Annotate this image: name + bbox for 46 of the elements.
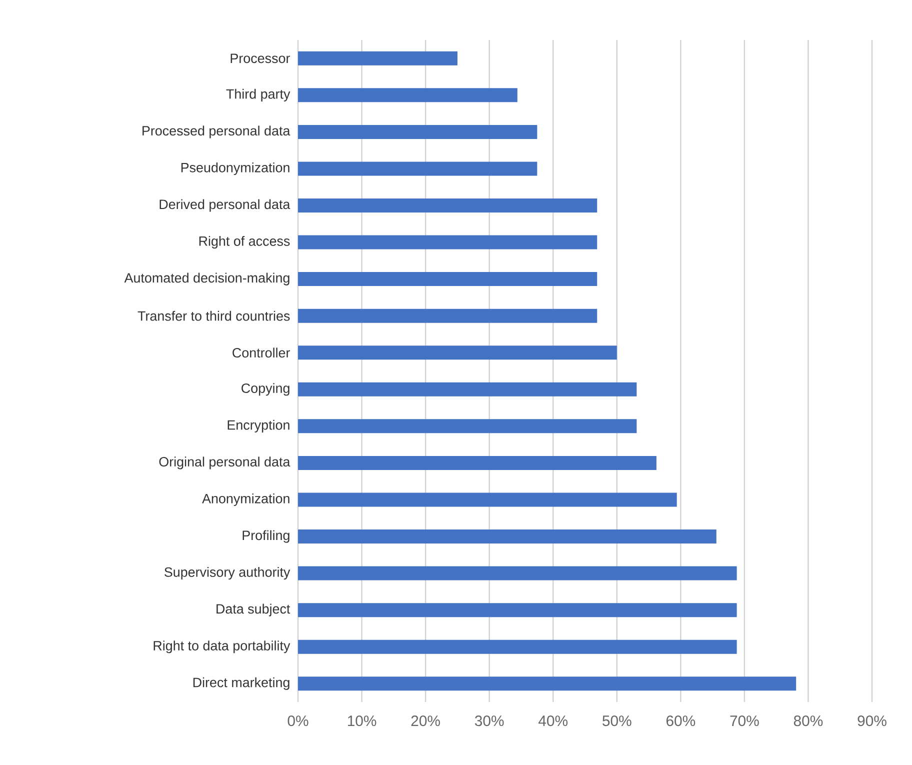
bar [298, 382, 637, 396]
y-tick-label: Right to data portability [154, 640, 290, 654]
x-tick-label: 30% [474, 716, 504, 726]
y-tick-label: Supervisory authority [164, 567, 290, 580]
y-tick-label: Profiling [242, 530, 290, 543]
bar [298, 640, 737, 654]
y-tick-label: Direct marketing [193, 677, 290, 690]
y-tick-label: Original personal data [159, 456, 290, 470]
x-tick-label: 40% [538, 716, 568, 726]
bar [298, 88, 518, 102]
bar [298, 603, 737, 618]
bar [298, 492, 677, 507]
bar [298, 530, 716, 544]
bar [298, 346, 617, 360]
y-tick-label: Processed personal data [142, 126, 290, 138]
y-tick-label: Controller [232, 348, 290, 358]
x-tick-label: 60% [666, 716, 696, 726]
bar [298, 272, 598, 286]
x-tick-label: 80% [794, 716, 823, 726]
x-tick-label: 10% [348, 716, 376, 726]
y-tick-label: Derived personal data [160, 199, 290, 212]
y-tick-label: Third party [226, 88, 290, 102]
y-tick-label: Transfer to third countries [138, 310, 290, 321]
bar [298, 419, 637, 434]
bar [298, 308, 598, 323]
bar [298, 198, 598, 213]
bar [298, 162, 538, 176]
x-tick-label: 0% [288, 716, 308, 726]
bar [298, 51, 458, 66]
bar [298, 676, 796, 691]
x-tick-label: 90% [858, 716, 886, 726]
bar [298, 566, 737, 580]
x-tick-label: 70% [730, 716, 759, 726]
y-tick-label: Processor [230, 54, 290, 64]
y-tick-label: Automated decision-making [124, 272, 290, 286]
x-tick-label: 50% [602, 716, 632, 726]
bar [298, 235, 598, 250]
bar [298, 124, 538, 139]
y-tick-label: Pseudonymization [181, 162, 290, 175]
y-tick-label: Right of access [199, 236, 290, 249]
y-tick-label: Encryption [228, 420, 290, 432]
x-tick-label: 20% [411, 716, 440, 726]
y-tick-label: Data subject [216, 604, 290, 616]
y-tick-label: Copying [242, 383, 290, 396]
y-tick-label: Anonymization [202, 493, 290, 506]
bar [298, 456, 656, 470]
